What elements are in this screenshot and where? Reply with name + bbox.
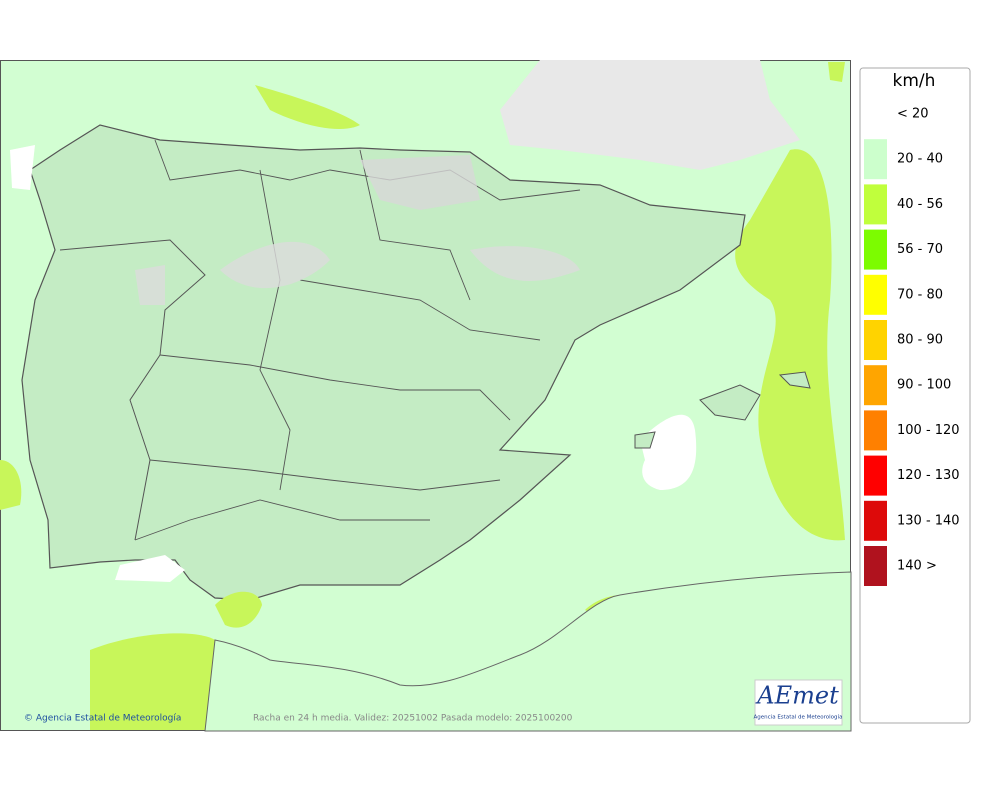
legend-label: 130 - 140: [897, 513, 960, 528]
gust-area: [215, 591, 262, 628]
legend-label: 140 >: [897, 559, 937, 574]
legend-label: 120 - 130: [897, 468, 960, 483]
legend-swatch: [864, 184, 887, 225]
border: [59, 239, 206, 541]
logo-box: [754, 679, 843, 726]
legend-swatch: [864, 365, 887, 406]
island: [634, 431, 656, 449]
caption: Racha en 24 h media. Validez: 20251002 P…: [253, 714, 573, 724]
legend-items: < 20 20 - 40 40 - 56 56 - 70 70 - 80 80 - 90 9…: [864, 94, 960, 586]
no-data-area: [500, 60, 800, 170]
legend-label: 20 - 40: [897, 152, 943, 167]
island: [699, 384, 761, 421]
legend-unit: km/h: [893, 71, 936, 91]
no-data-area: [135, 241, 580, 305]
legend-swatch: [864, 410, 887, 451]
region-border: [134, 139, 581, 541]
legend-label: 90 - 100: [897, 378, 951, 393]
legend-label: 80 - 90: [897, 333, 943, 348]
calm-area: [115, 555, 185, 582]
legend-swatch: [864, 500, 887, 541]
calm-area: [10, 145, 35, 190]
legend-label: 40 - 56: [897, 197, 943, 212]
logo-text: AEmet: [755, 682, 839, 710]
legend-swatch: [864, 94, 887, 134]
gust-area: [90, 633, 225, 730]
logo-subtitle: Agencia Estatal de Meteorología: [754, 714, 843, 721]
legend-swatch: [864, 320, 887, 360]
legend-swatch: [864, 229, 887, 270]
iberian-peninsula: [21, 124, 746, 601]
no-data-area: [360, 155, 480, 210]
gust-area: [255, 85, 360, 130]
credit: © Agencia Estatal de Meteorología: [24, 714, 181, 724]
legend-swatch: [864, 455, 887, 496]
legend-swatch: [864, 139, 887, 180]
island: [778, 371, 811, 389]
gust-area: [735, 149, 845, 541]
legend-swatch: [864, 274, 887, 315]
legend-label: 100 - 120: [897, 423, 960, 438]
legend-swatch: [864, 546, 887, 586]
legend-box: [859, 67, 971, 724]
legend-label: 70 - 80: [897, 287, 943, 302]
legend-label: < 20: [897, 107, 929, 122]
gust-area: [0, 460, 22, 510]
gust-area: [828, 62, 845, 82]
africa-coast: [204, 571, 852, 732]
legend-label: 56 - 70: [897, 242, 943, 257]
